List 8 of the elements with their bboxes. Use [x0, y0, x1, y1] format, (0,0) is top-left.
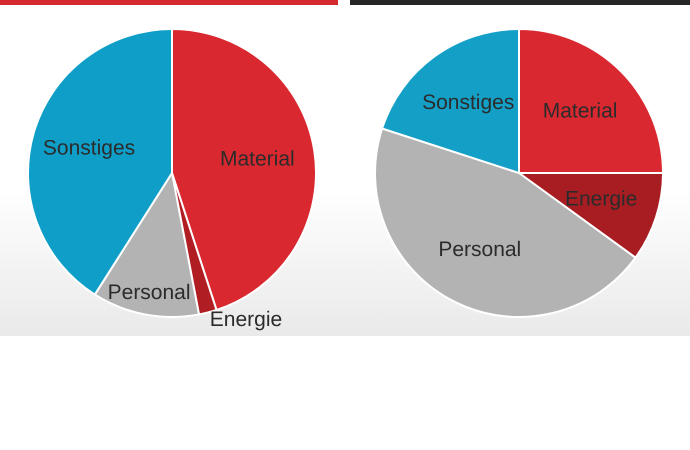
slice-label: Sonstiges — [422, 90, 514, 114]
slice-label: Sonstiges — [42, 136, 136, 160]
slice-label: Personal — [438, 238, 522, 261]
slice-label: Personal — [108, 281, 191, 304]
slice-label: Material — [542, 100, 618, 123]
slice-label: Material — [220, 147, 295, 170]
slice-label: Energie — [210, 308, 282, 332]
slice-label: Energie — [564, 187, 638, 210]
